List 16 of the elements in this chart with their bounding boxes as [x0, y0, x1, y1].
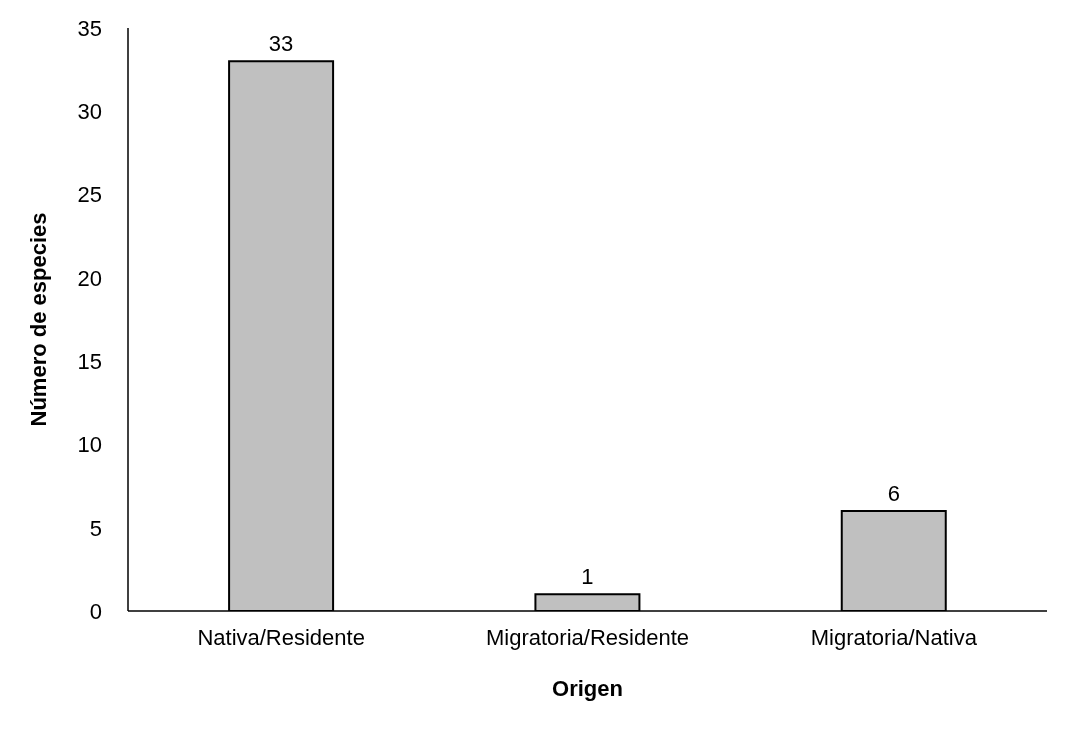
data-label: 33 — [268, 31, 294, 57]
data-label: 6 — [887, 481, 900, 507]
y-tick-label: 25 — [77, 182, 102, 208]
x-axis-title: Origen — [552, 676, 623, 701]
x-tick-label: Migratoria/Nativa — [810, 624, 978, 650]
y-tick-label: 35 — [77, 15, 102, 41]
y-tick-label: 15 — [77, 348, 102, 374]
x-tick-label: Migratoria/Residente — [486, 624, 689, 650]
x-tick-label: Nativa/Residente — [197, 624, 365, 650]
y-tick-label: 30 — [77, 99, 102, 125]
y-axis-title: Número de especies — [25, 212, 51, 427]
data-label: 1 — [581, 564, 594, 590]
y-tick-label: 10 — [77, 432, 102, 458]
y-tick-label: 20 — [77, 265, 102, 291]
y-tick-label: 0 — [89, 598, 102, 624]
y-tick-label: 5 — [89, 515, 102, 541]
